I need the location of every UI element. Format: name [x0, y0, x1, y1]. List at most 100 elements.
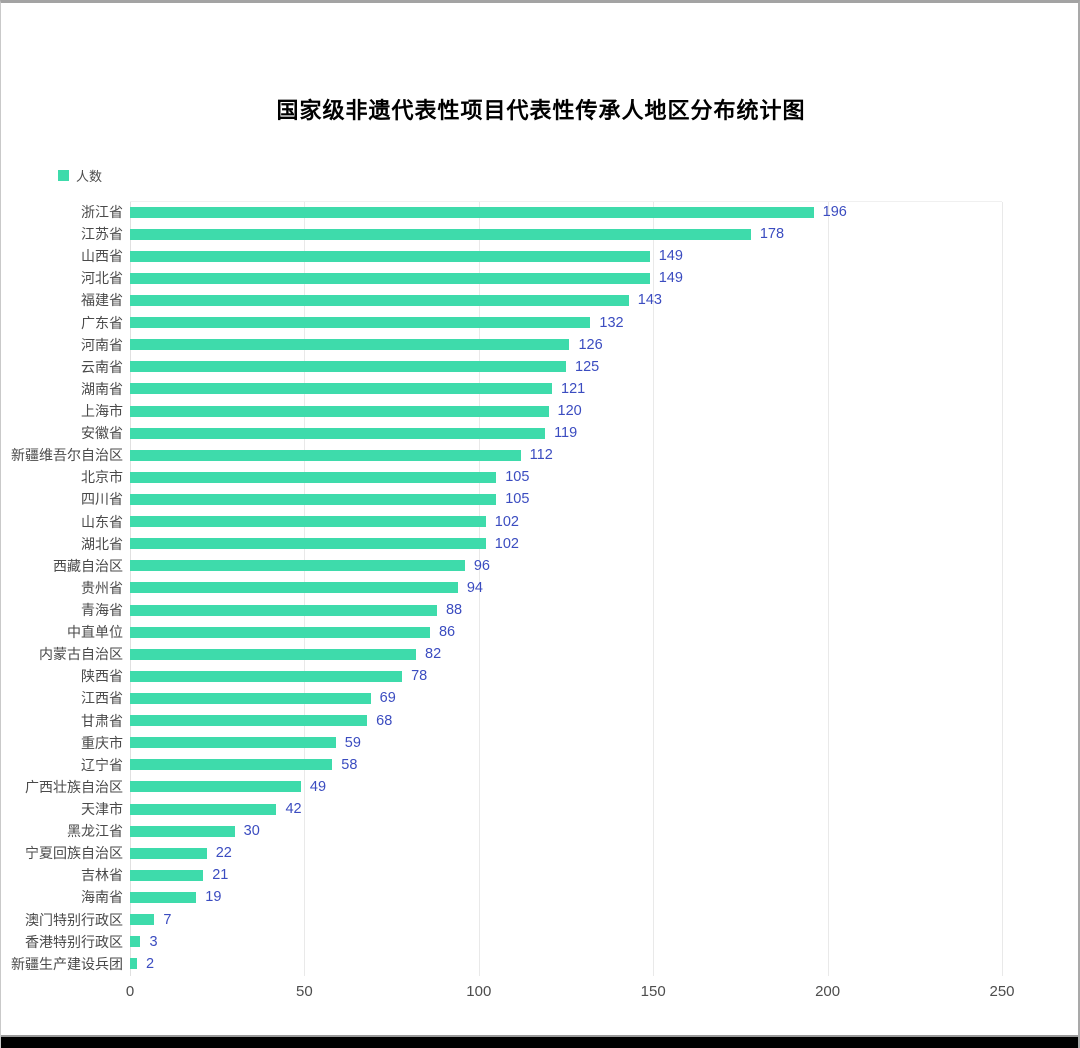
- category-label: 西藏自治区: [53, 557, 123, 574]
- x-tick-label: 150: [640, 983, 666, 1000]
- bar: [130, 847, 207, 859]
- category-label: 江西省: [81, 690, 123, 707]
- value-label: 178: [759, 226, 785, 243]
- category-label: 四川省: [81, 491, 123, 508]
- category-label: 浙江省: [81, 204, 123, 221]
- bar-row: 上海市 120: [1, 400, 1078, 422]
- value-label: 102: [494, 535, 519, 552]
- bar: [130, 869, 204, 881]
- bar: [130, 825, 235, 837]
- category-label: 江苏省: [81, 226, 123, 243]
- bar: [130, 427, 546, 439]
- bar: [130, 516, 486, 528]
- value-label: 3: [149, 933, 158, 950]
- bar-row: 江西省 69: [1, 687, 1078, 709]
- bar-row: 河北省 149: [1, 267, 1078, 289]
- category-label: 辽宁省: [81, 756, 123, 773]
- category-label: 广东省: [81, 314, 123, 331]
- chart-title: 国家级非遗代表性项目代表性传承人地区分布统计图: [276, 98, 806, 123]
- value-label: 125: [575, 358, 600, 375]
- value-label: 149: [658, 248, 683, 265]
- x-axis: 0 50 100 150 200 250: [126, 983, 1015, 1003]
- bar-row: 重庆市 59: [1, 732, 1078, 754]
- x-tick-label: 250: [989, 983, 1015, 1000]
- x-tick-label: 50: [296, 983, 313, 1000]
- bar-row: 北京市 105: [1, 466, 1078, 488]
- bar-row: 宁夏回族自治区 22: [1, 842, 1078, 864]
- bar-row: 新疆生产建设兵团 2: [1, 953, 1078, 975]
- category-label: 河南省: [81, 336, 123, 353]
- bar: [130, 891, 197, 903]
- bar: [130, 294, 629, 306]
- bar-row: 贵州省 94: [1, 577, 1078, 599]
- value-label: 196: [822, 204, 847, 221]
- legend-item[interactable]: 人数: [58, 166, 102, 185]
- bar: [130, 715, 368, 727]
- category-label: 陕西省: [81, 668, 123, 685]
- bar-row: 河南省 126: [1, 334, 1078, 356]
- gridline: [827, 202, 829, 976]
- bottom-black-bar: [1, 1035, 1078, 1048]
- bar: [130, 626, 430, 638]
- bar-row: 海南省 19: [1, 886, 1078, 908]
- value-label: 149: [658, 270, 683, 287]
- value-label: 21: [212, 867, 229, 884]
- value-label: 30: [243, 823, 260, 840]
- value-label: 2: [145, 955, 155, 972]
- value-label: 96: [473, 557, 490, 574]
- bar: [130, 958, 137, 970]
- bar-row: 江苏省 178: [1, 223, 1078, 245]
- category-label: 青海省: [81, 602, 123, 619]
- bar: [130, 471, 497, 483]
- category-label: 广西壮族自治区: [25, 778, 123, 795]
- bar: [130, 317, 591, 329]
- value-label: 132: [599, 314, 624, 331]
- bar: [130, 582, 458, 594]
- bar: [130, 493, 497, 505]
- bar: [130, 914, 155, 926]
- bar: [130, 361, 566, 373]
- category-label: 山西省: [81, 248, 123, 265]
- plot-area: 浙江省 196 江苏省 178 山西省 149 河北省 149 福建省 143 广东省 132 河南省 1…: [1, 201, 1078, 976]
- category-label: 上海市: [81, 403, 123, 420]
- plot-rows: 浙江省 196 江苏省 178 山西省 149 河北省 149 福建省 143 广东省 132 河南省 1…: [1, 201, 1078, 975]
- bar: [130, 759, 333, 771]
- value-label: 19: [205, 889, 222, 906]
- bar: [130, 339, 570, 351]
- bar-row: 黑龙江省 30: [1, 820, 1078, 842]
- bar-row: 中直单位 86: [1, 621, 1078, 643]
- category-label: 贵州省: [81, 579, 123, 596]
- value-label: 119: [554, 425, 578, 442]
- category-label: 湖北省: [81, 535, 123, 552]
- value-label: 112: [529, 447, 553, 464]
- bar-row: 湖北省 102: [1, 533, 1078, 555]
- bar-row: 新疆维吾尔自治区 112: [1, 444, 1078, 466]
- bar: [130, 737, 336, 749]
- bar: [130, 604, 437, 616]
- bar: [130, 803, 277, 815]
- category-label: 湖南省: [81, 380, 123, 397]
- gridline: [478, 202, 480, 976]
- category-label: 中直单位: [67, 624, 123, 641]
- value-label: 58: [341, 756, 358, 773]
- value-label: 42: [285, 801, 302, 817]
- bar-row: 福建省 143: [1, 289, 1078, 311]
- gridline: [1002, 202, 1003, 976]
- value-label: 78: [411, 668, 428, 685]
- gridline: [653, 202, 655, 976]
- bar: [130, 560, 465, 572]
- category-label: 重庆市: [81, 734, 123, 751]
- bar-row: 香港特别行政区 3: [1, 931, 1078, 953]
- bar-row: 辽宁省 58: [1, 754, 1078, 776]
- category-label: 天津市: [81, 801, 123, 817]
- value-label: 143: [637, 292, 662, 309]
- bar-row: 山西省 149: [1, 245, 1078, 267]
- bar-row: 山东省 102: [1, 511, 1078, 533]
- bar: [130, 936, 141, 948]
- bar: [130, 670, 403, 682]
- bar-row: 青海省 88: [1, 599, 1078, 621]
- value-label: 126: [578, 336, 603, 353]
- bar-row: 陕西省 78: [1, 665, 1078, 687]
- bar-row: 内蒙古自治区 82: [1, 643, 1078, 665]
- category-label: 海南省: [81, 889, 123, 906]
